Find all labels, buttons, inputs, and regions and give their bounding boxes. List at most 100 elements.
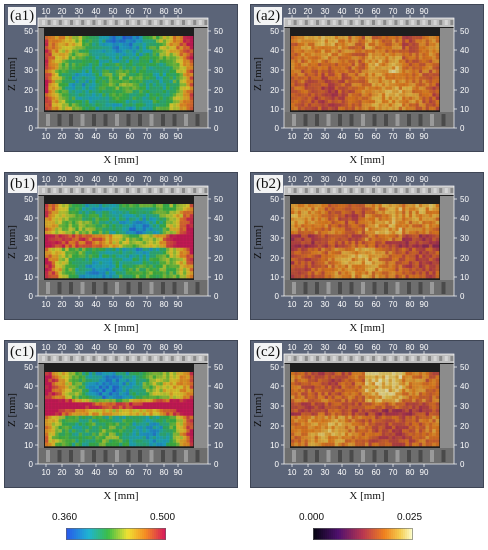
svg-text:80: 80 (406, 132, 415, 141)
svg-text:50: 50 (109, 7, 118, 16)
svg-text:90: 90 (420, 300, 429, 309)
svg-text:20: 20 (58, 175, 67, 184)
svg-text:30: 30 (75, 132, 84, 141)
svg-text:20: 20 (24, 254, 33, 263)
svg-text:40: 40 (92, 7, 101, 16)
svg-text:30: 30 (214, 66, 223, 75)
svg-text:80: 80 (160, 7, 169, 16)
svg-text:90: 90 (420, 175, 429, 184)
x-axis-title: X [mm] (103, 490, 139, 502)
colorbar-max: 0.500 (150, 512, 176, 523)
panel-label: (b2) (254, 175, 283, 193)
svg-text:50: 50 (270, 195, 279, 204)
panel-label: (a2) (254, 7, 283, 25)
svg-text:0: 0 (214, 124, 219, 133)
svg-text:30: 30 (321, 175, 330, 184)
panel-label: (c1) (8, 343, 37, 361)
svg-text:70: 70 (389, 175, 398, 184)
svg-text:90: 90 (174, 7, 183, 16)
svg-text:0: 0 (275, 292, 280, 301)
svg-text:30: 30 (75, 300, 84, 309)
svg-text:20: 20 (270, 254, 279, 263)
colorbar-gradient (66, 528, 166, 540)
svg-text:30: 30 (270, 234, 279, 243)
x-axis-title: X [mm] (349, 154, 385, 166)
svg-text:30: 30 (24, 234, 33, 243)
svg-text:10: 10 (288, 132, 297, 141)
svg-text:20: 20 (304, 132, 313, 141)
panel-label: (a1) (8, 7, 37, 25)
svg-text:30: 30 (321, 300, 330, 309)
svg-text:30: 30 (460, 66, 469, 75)
z-axis-title: Z [mm] (252, 393, 264, 427)
svg-text:0: 0 (460, 292, 465, 301)
svg-text:60: 60 (372, 175, 381, 184)
svg-text:40: 40 (338, 300, 347, 309)
svg-text:10: 10 (42, 132, 51, 141)
svg-text:50: 50 (355, 175, 364, 184)
svg-text:10: 10 (24, 273, 33, 282)
svg-text:30: 30 (460, 234, 469, 243)
svg-text:60: 60 (372, 132, 381, 141)
panel-label: (b1) (8, 175, 37, 193)
svg-text:60: 60 (126, 300, 135, 309)
svg-text:40: 40 (338, 175, 347, 184)
svg-text:90: 90 (174, 132, 183, 141)
svg-text:40: 40 (214, 46, 223, 55)
svg-text:50: 50 (109, 300, 118, 309)
svg-text:50: 50 (214, 195, 223, 204)
svg-text:50: 50 (355, 7, 364, 16)
svg-text:20: 20 (58, 132, 67, 141)
svg-text:50: 50 (460, 27, 469, 36)
z-axis-title: Z [mm] (252, 225, 264, 259)
svg-text:30: 30 (75, 175, 84, 184)
svg-text:40: 40 (92, 300, 101, 309)
svg-text:60: 60 (126, 175, 135, 184)
svg-text:40: 40 (270, 46, 279, 55)
svg-text:70: 70 (143, 132, 152, 141)
svg-text:20: 20 (460, 254, 469, 263)
svg-text:40: 40 (24, 46, 33, 55)
svg-text:70: 70 (389, 7, 398, 16)
svg-text:80: 80 (406, 300, 415, 309)
svg-text:10: 10 (42, 7, 51, 16)
svg-text:70: 70 (389, 132, 398, 141)
svg-text:40: 40 (270, 214, 279, 223)
svg-text:20: 20 (214, 86, 223, 95)
panel-c2: 10 10 20 20 30 30 40 40 50 50 60 60 70 70 80 80 90 90 0 0 10… (250, 340, 484, 502)
svg-text:50: 50 (460, 195, 469, 204)
colorbar-rainbow: 0.360 0.500 (52, 512, 175, 544)
panel-b2: 10 10 20 20 30 30 40 40 50 50 60 60 70 70 80 80 90 90 0 0 10… (250, 172, 484, 334)
svg-text:80: 80 (160, 175, 169, 184)
x-axis-title: X [mm] (103, 322, 139, 334)
svg-text:50: 50 (109, 175, 118, 184)
svg-text:90: 90 (174, 300, 183, 309)
svg-text:60: 60 (126, 7, 135, 16)
svg-text:70: 70 (389, 300, 398, 309)
svg-text:10: 10 (288, 7, 297, 16)
x-axis-title: X [mm] (103, 154, 139, 166)
z-axis-title: Z [mm] (6, 57, 18, 91)
z-axis-title: Z [mm] (252, 57, 264, 91)
svg-text:80: 80 (160, 132, 169, 141)
svg-text:10: 10 (288, 175, 297, 184)
svg-text:20: 20 (24, 86, 33, 95)
colorbar-min: 0.360 (52, 512, 78, 523)
svg-text:30: 30 (321, 132, 330, 141)
z-axis-title: Z [mm] (6, 393, 18, 427)
svg-text:20: 20 (304, 175, 313, 184)
colorbar-gradient (313, 528, 413, 540)
svg-text:10: 10 (288, 300, 297, 309)
svg-text:50: 50 (355, 132, 364, 141)
svg-text:90: 90 (420, 132, 429, 141)
svg-text:10: 10 (42, 300, 51, 309)
svg-text:60: 60 (372, 7, 381, 16)
svg-text:30: 30 (214, 234, 223, 243)
svg-text:0: 0 (29, 124, 34, 133)
svg-text:20: 20 (214, 254, 223, 263)
svg-text:80: 80 (160, 300, 169, 309)
svg-text:20: 20 (304, 300, 313, 309)
